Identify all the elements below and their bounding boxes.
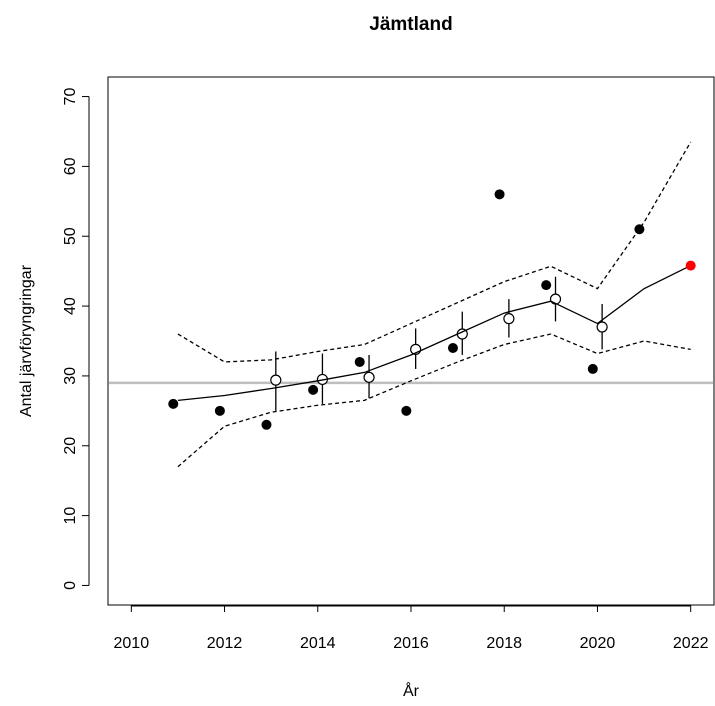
observed-point (354, 356, 365, 367)
observed-point (308, 384, 319, 395)
observed-point (541, 280, 552, 291)
x-tick-label: 2010 (114, 635, 150, 652)
y-tick-label: 0 (62, 581, 79, 590)
y-tick-label: 20 (62, 437, 79, 455)
chart-title: Jämtland (369, 14, 452, 35)
x-tick-label: 2022 (673, 635, 709, 652)
interval-line (177, 141, 692, 363)
interval-line (177, 333, 691, 468)
observed-point (587, 363, 598, 374)
x-axis-label: År (403, 681, 420, 700)
x-tick-label: 2014 (300, 635, 336, 652)
x-tick-label: 2016 (393, 635, 429, 652)
observed-point (214, 405, 225, 416)
trend-line (177, 264, 691, 402)
observed-point (685, 260, 696, 271)
observed-point (447, 342, 458, 353)
estimate-point (549, 293, 562, 305)
y-tick-label: 70 (62, 88, 79, 106)
x-tick-label: 2020 (580, 635, 616, 652)
estimate-point (363, 371, 375, 383)
y-tick-label: 30 (62, 367, 79, 385)
x-tick-label: 2012 (207, 635, 243, 652)
estimate-point (503, 313, 515, 325)
observed-point (261, 419, 272, 430)
y-tick-label: 10 (62, 507, 79, 525)
y-axis-label: Antal järvföryngringar (18, 264, 35, 417)
estimate-point (596, 321, 608, 333)
plot-frame (107, 76, 715, 606)
y-tick-label: 50 (62, 227, 79, 245)
y-tick-label: 40 (62, 297, 79, 315)
observed-point (634, 224, 645, 235)
observed-point (168, 398, 179, 409)
x-tick-label: 2018 (486, 635, 522, 652)
observed-point (494, 189, 505, 200)
estimate-point (270, 374, 282, 386)
observed-point (401, 405, 412, 416)
y-tick-label: 60 (62, 157, 79, 175)
